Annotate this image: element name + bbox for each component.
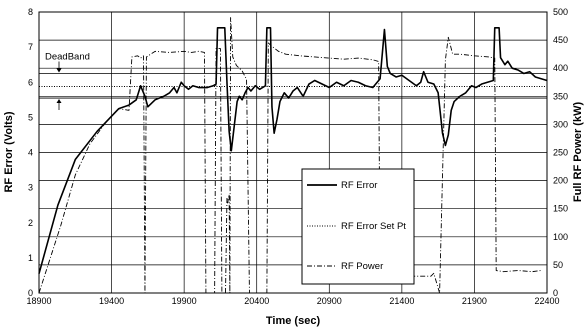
legend-label-rf-error-set-pt: RF Error Set Pt: [341, 221, 406, 232]
x-tick-label: 22400: [534, 296, 559, 306]
x-tick-label: 20400: [244, 296, 269, 306]
y-axis-left-title: RF Error (Volts): [3, 111, 15, 192]
x-tick-label: 21900: [462, 296, 487, 306]
y-left-tick-label: 2: [28, 218, 33, 228]
deadband-label: DeadBand: [45, 51, 90, 62]
deadband-arrowhead-down: [56, 68, 62, 73]
legend-label-rf-power: RF Power: [341, 261, 383, 272]
series-line-rf-error: [38, 27, 548, 274]
series-layer: [38, 17, 548, 294]
y-right-tick-label: 450: [553, 35, 568, 45]
y-axis-right-title: Full RF Power (kW): [572, 102, 584, 203]
y-right-tick-label: 400: [553, 63, 568, 73]
y-left-tick-label: 7: [28, 42, 33, 52]
legend-box: [301, 168, 415, 285]
y-right-tick-label: 50: [553, 260, 563, 270]
y-right-tick-label: 300: [553, 119, 568, 129]
y-right-tick-label: 200: [553, 176, 568, 186]
x-tick-label: 21400: [389, 296, 414, 306]
y-left-tick-label: 3: [28, 183, 33, 193]
x-axis-title: Time (sec): [266, 315, 321, 327]
plot-area-frame: [38, 11, 548, 294]
y-right-tick-label: 150: [553, 204, 568, 214]
x-tick-label: 18900: [26, 296, 51, 306]
y-left-tick-label: 4: [28, 148, 33, 158]
y-right-tick-label: 0: [553, 288, 558, 298]
gridlines: [39, 12, 547, 293]
y-right-tick-label: 100: [553, 232, 568, 242]
y-left-tick-label: 6: [28, 77, 33, 87]
deadband-arrowhead-up: [56, 99, 62, 104]
y-right-tick-label: 500: [553, 7, 568, 17]
y-left-tick-label: 5: [28, 112, 33, 122]
y-right-tick-label: 250: [553, 148, 568, 158]
y-right-tick-label: 350: [553, 91, 568, 101]
x-tick-label: 19900: [172, 296, 197, 306]
x-tick-label: 19400: [99, 296, 124, 306]
legend: RF Error RF Error Set Pt RF Power: [301, 168, 415, 285]
y-left-tick-label: 8: [28, 7, 33, 17]
y-left-tick-label: 1: [28, 253, 33, 263]
y-left-tick-label: 0: [28, 288, 33, 298]
legend-label-rf-error: RF Error: [341, 180, 377, 191]
series-line-rf-power: [38, 17, 542, 294]
x-tick-label: 20900: [317, 296, 342, 306]
tick-labels: 18900 19400 19900 20400 20900 21400 21900 22400…: [26, 7, 568, 306]
deadband-annotation: DeadBand: [39, 51, 547, 111]
